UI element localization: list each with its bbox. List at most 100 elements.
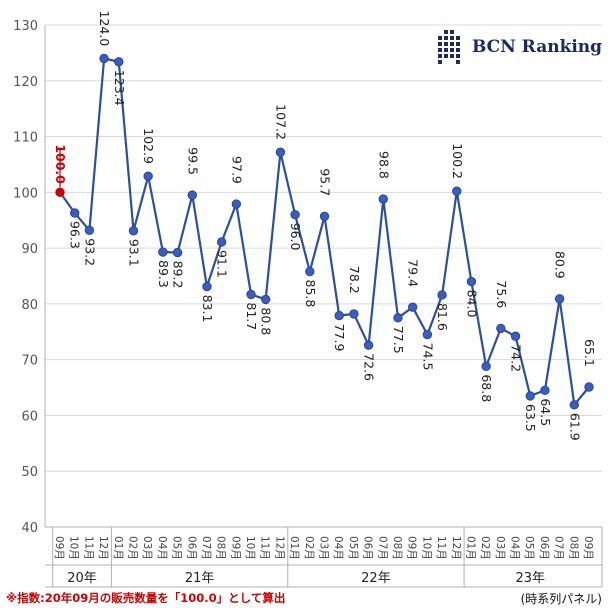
data-label: 83.1	[200, 295, 215, 323]
x-tick-label: 12月	[273, 536, 285, 560]
data-label: 107.2	[273, 104, 288, 140]
data-label: 80.8	[259, 307, 274, 335]
x-axis-labels: 09月 10月 11月 12月 01月 02月 03月 04月 05月 06月 07月 08月 09月 1…	[52, 527, 603, 587]
brand-logo: BCN Ranking	[434, 30, 602, 64]
x-tick-label: 07月	[200, 536, 212, 560]
x-tick-label: 02月	[303, 536, 315, 560]
y-tick-label: 40	[21, 521, 38, 536]
data-label: 78.2	[347, 266, 362, 294]
data-point	[69, 208, 80, 218]
data-label: 64.5	[538, 398, 553, 426]
brand-name: BCN Ranking	[472, 37, 603, 57]
data-point	[172, 247, 183, 258]
data-label: 89.3	[156, 260, 171, 288]
x-tick-label: 01月	[112, 536, 124, 560]
y-tick-label: 110	[13, 131, 38, 146]
year-label: 20年	[67, 571, 97, 586]
x-tick-label: 03月	[494, 536, 506, 560]
data-point	[437, 290, 447, 300]
y-tick-label: 50	[21, 465, 38, 480]
data-point	[466, 276, 477, 287]
data-point	[496, 323, 506, 334]
y-tick-label: 60	[21, 409, 38, 424]
x-tick-label: 05月	[171, 536, 183, 560]
data-point	[246, 289, 256, 300]
x-tick-label: 10月	[244, 536, 256, 560]
data-point	[349, 309, 359, 319]
x-tick-label: 07月	[376, 536, 388, 560]
x-tick-label: 06月	[538, 536, 550, 560]
data-label: 123.4	[112, 70, 127, 106]
data-label: 99.5	[185, 147, 200, 175]
x-tick-label: 03月	[141, 536, 153, 560]
data-point	[216, 237, 227, 247]
x-tick-label: 01月	[288, 536, 300, 560]
data-label: 100.0	[53, 144, 68, 184]
data-point	[554, 294, 565, 304]
x-tick-label: 11月	[259, 536, 271, 560]
data-point	[584, 382, 594, 392]
data-point	[231, 199, 242, 209]
data-point	[363, 340, 374, 350]
data-label: 79.4	[406, 259, 421, 287]
data-label: 80.9	[553, 251, 568, 279]
footnote: ※指数:20年09月の販売数量を「100.0」として算出	[6, 591, 286, 605]
data-label: 96.0	[288, 223, 303, 251]
y-tick-label: 130	[13, 19, 38, 34]
y-tick-label: 70	[21, 354, 38, 369]
year-label: 22年	[361, 571, 391, 586]
data-label: 102.9	[141, 128, 156, 164]
data-point	[158, 247, 168, 257]
data-labels: 100.0 96.393.2 124.0 123.4 93.1 102.9 89.3 89.2…	[53, 10, 597, 440]
x-tick-label: 02月	[126, 536, 138, 560]
data-point	[187, 190, 197, 200]
x-tick-label: 08月	[567, 536, 579, 560]
data-point	[481, 361, 491, 372]
x-tick-label: 04月	[332, 536, 344, 560]
x-tick-label: 05月	[347, 536, 359, 560]
data-label: 124.0	[97, 10, 112, 46]
series-line	[55, 53, 594, 410]
x-tick-label: 08月	[215, 536, 227, 560]
x-tick-label: 11月	[82, 536, 94, 560]
x-tick-label: 09月	[582, 536, 594, 560]
data-label: 63.5	[523, 404, 538, 432]
data-point	[143, 171, 153, 181]
year-label: 21年	[185, 571, 215, 586]
x-tick-label: 09月	[53, 536, 65, 560]
data-point	[290, 209, 300, 220]
data-label: 95.7	[318, 168, 333, 196]
data-label: 65.1	[582, 339, 597, 367]
data-point	[422, 329, 433, 340]
x-tick-label: 08月	[391, 536, 403, 560]
x-tick-label: 04月	[509, 536, 521, 560]
data-label: 61.9	[567, 413, 582, 441]
x-tick-label: 07月	[553, 536, 565, 560]
data-point	[202, 281, 212, 292]
data-label: 74.2	[509, 344, 524, 372]
data-point	[407, 302, 418, 312]
x-tick-label: 02月	[479, 536, 491, 560]
x-tick-label: 09月	[229, 536, 241, 560]
x-tick-label: 11月	[435, 536, 447, 560]
x-tick-label: 05月	[523, 536, 535, 560]
data-label: 93.1	[126, 239, 141, 267]
data-label: 96.3	[68, 221, 83, 249]
data-label: 98.8	[376, 151, 391, 179]
data-label: 100.2	[450, 143, 465, 179]
data-point	[540, 385, 550, 396]
x-tick-label: 01月	[464, 536, 476, 560]
data-point	[99, 53, 109, 64]
data-point	[569, 400, 580, 410]
data-label: 68.8	[479, 374, 494, 402]
bcn-logo-icon	[438, 30, 460, 64]
data-point	[305, 266, 315, 277]
data-point	[84, 225, 95, 235]
x-tick-label: 12月	[450, 536, 462, 560]
data-point	[261, 294, 271, 305]
data-point	[128, 226, 139, 236]
data-point	[114, 57, 124, 67]
y-tick-label: 120	[13, 75, 38, 90]
x-tick-label: 06月	[185, 536, 197, 560]
